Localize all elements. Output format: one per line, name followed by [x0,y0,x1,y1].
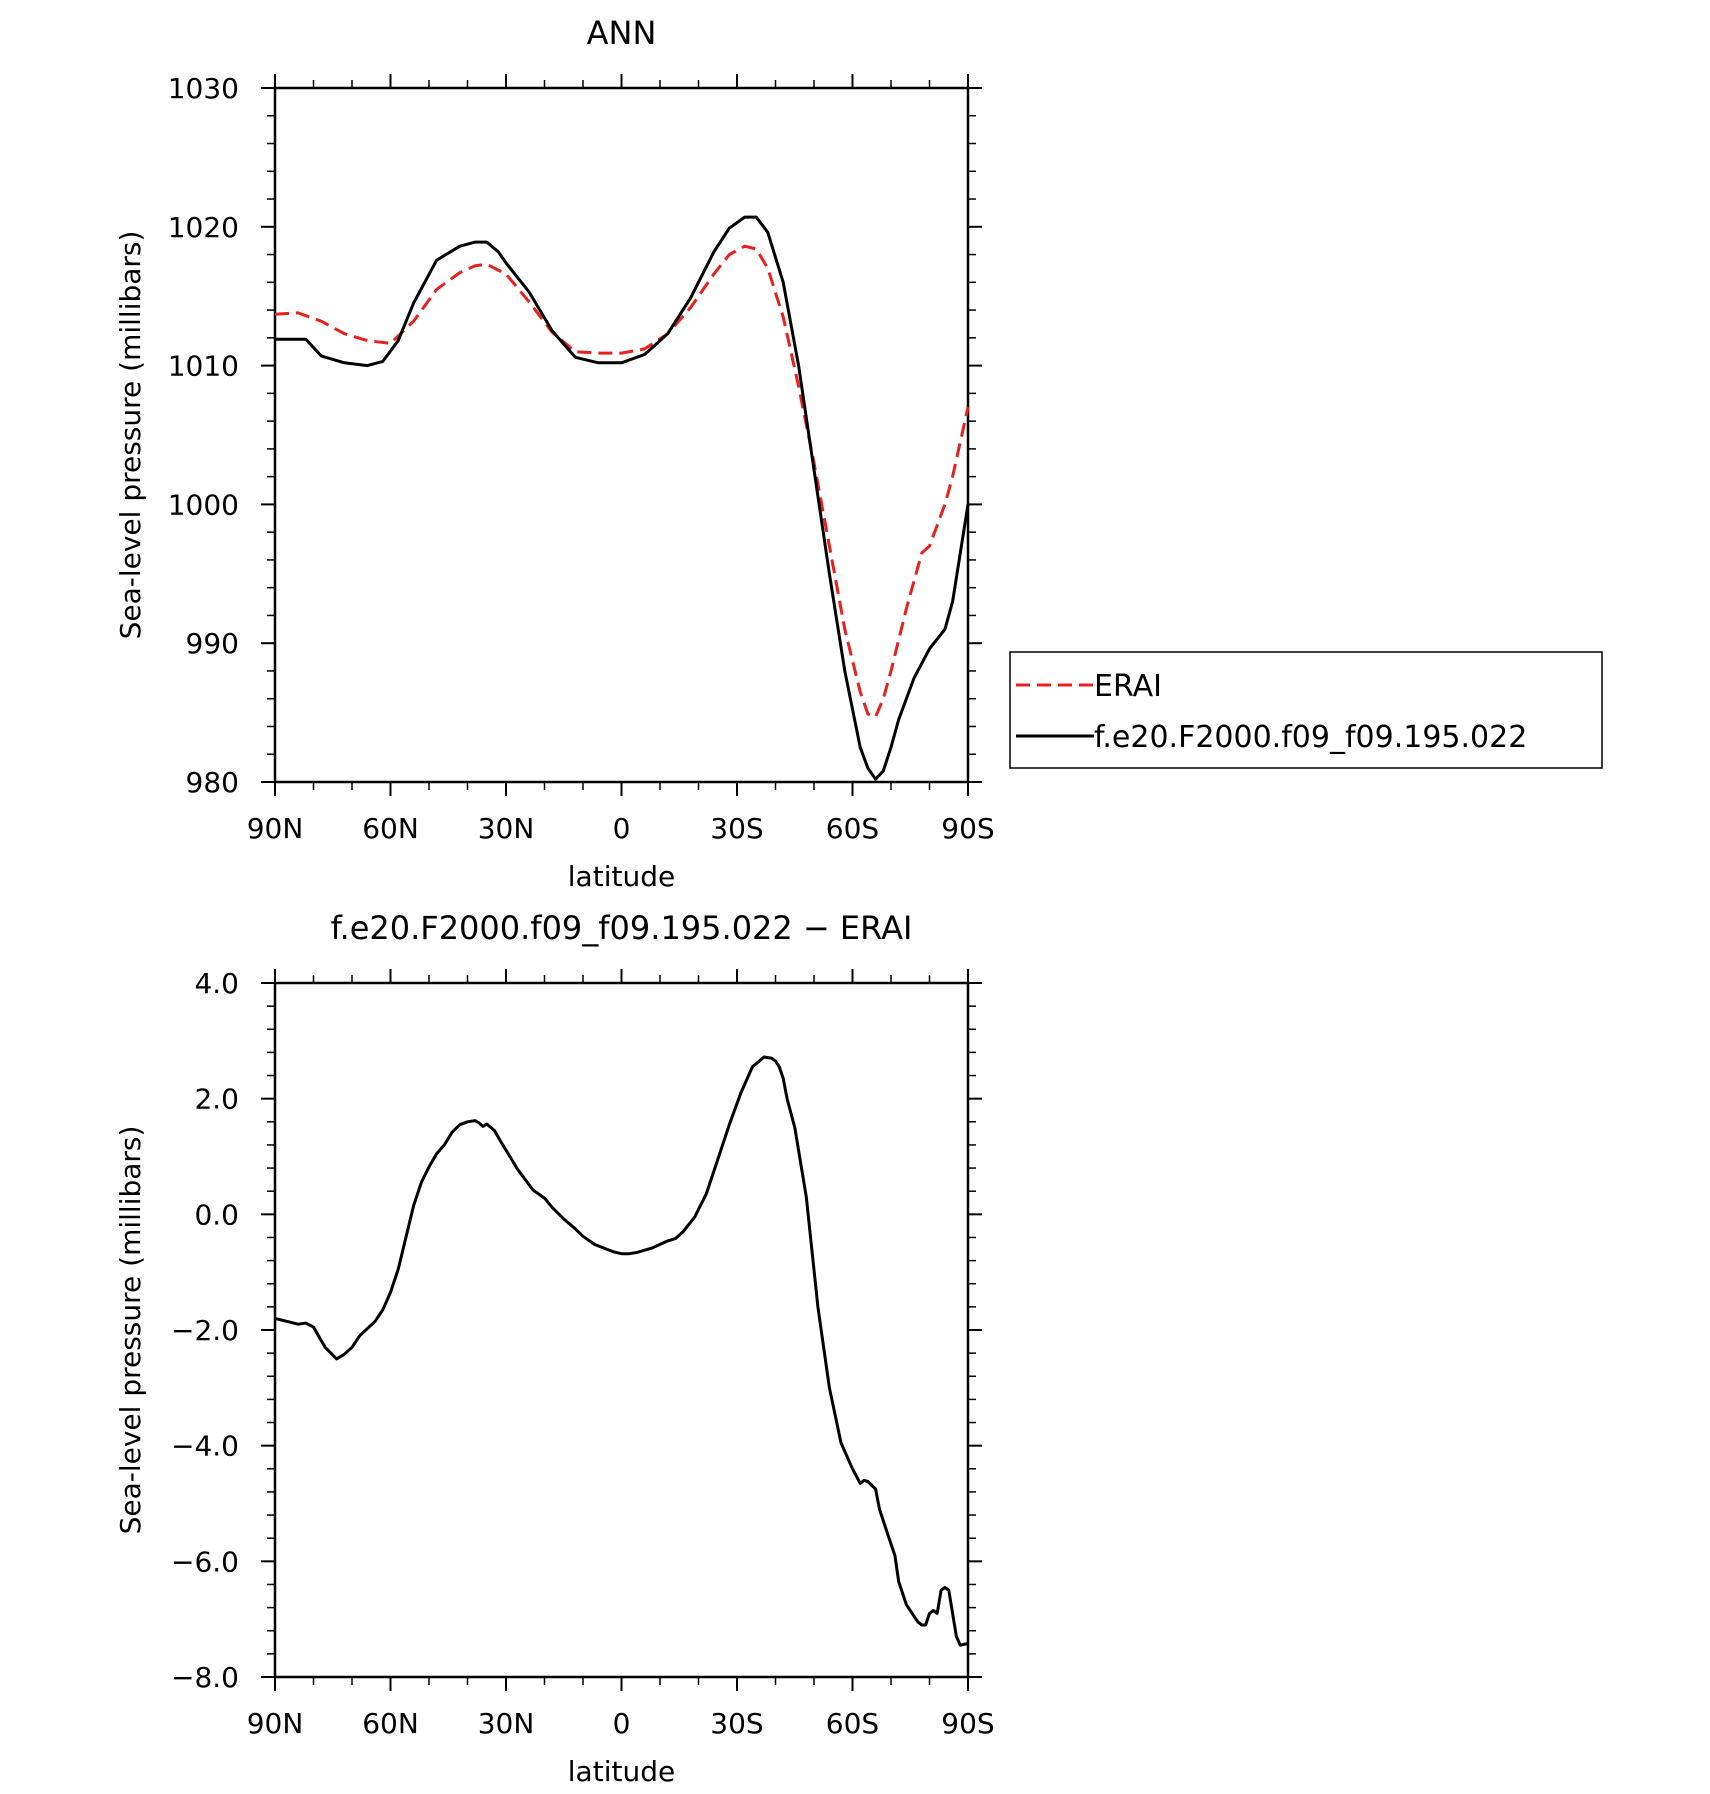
bottom-panel: 90N 60N 30N 0 30S 60S 90S −8.0 −6.0 −4.0 −2.0 0.0 2.… [114,909,995,1788]
legend-box [1009,651,1603,769]
x-tick-label: 0 [613,812,631,845]
series-line-0 [274,244,970,719]
legend-label: ERAI [1094,669,1162,704]
series-line-0 [274,1055,969,1647]
x-tick-label: 0 [613,1707,631,1740]
plot-frame [273,86,970,784]
y-tick-label: 4.0 [194,967,239,1000]
x-tick-label: 30N [478,1707,535,1740]
x-tick-label: 60S [826,812,879,845]
y-tick-label: 1030 [168,72,239,105]
y-tick-label: 1020 [168,211,239,244]
x-axis-label: latitude [568,1755,675,1788]
x-tick-label: 60S [826,1707,879,1740]
y-tick-label: −2.0 [171,1314,239,1347]
plot-title: ANN [587,14,657,52]
y-tick-label: −4.0 [171,1430,239,1463]
y-axis-label: Sea-level pressure (millibars) [114,1126,147,1535]
x-tick-label: 30N [478,812,535,845]
y-tick-label: 1000 [168,488,239,521]
top-panel: 90N 60N 30N 0 30S 60S 90S 980 990 1000 1010 1020 103… [114,14,995,893]
series-line-1 [275,215,970,781]
y-tick-label: 1010 [168,350,239,383]
y-tick-label: −8.0 [171,1661,239,1694]
plot-title: f.e20.F2000.f09_f09.195.022 − ERAI [331,909,913,947]
y-tick-label: −6.0 [171,1545,239,1578]
x-tick-label: 30S [710,812,763,845]
legend: ERAI f.e20.F2000.f09_f09.195.022 [1009,651,1603,769]
y-tick-label: 980 [186,766,239,799]
legend-label: f.e20.F2000.f09_f09.195.022 [1094,720,1527,755]
plot-frame [273,981,970,1679]
x-tick-label: 90S [941,812,994,845]
x-tick-label: 90S [941,1707,994,1740]
x-tick-label: 90N [247,1707,304,1740]
x-tick-label: 60N [362,1707,419,1740]
x-tick-label: 60N [362,812,419,845]
y-tick-label: 2.0 [194,1083,239,1116]
x-axis-label: latitude [568,860,675,893]
x-tick-label: 30S [710,1707,763,1740]
y-tick-label: 0.0 [194,1198,239,1231]
x-tick-label: 90N [247,812,304,845]
y-axis-label: Sea-level pressure (millibars) [114,231,147,640]
y-tick-label: 990 [186,627,239,660]
